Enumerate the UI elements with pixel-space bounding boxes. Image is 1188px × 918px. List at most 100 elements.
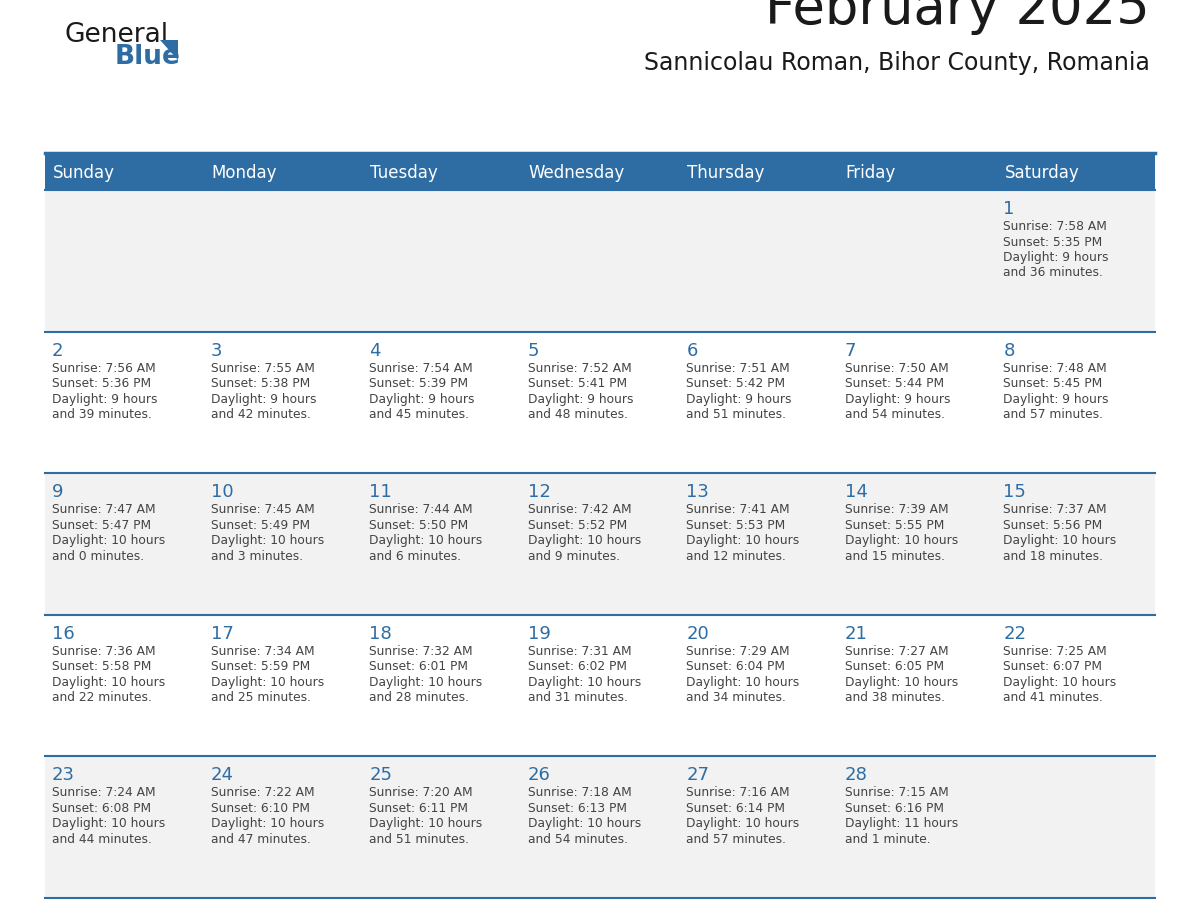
Text: and 6 minutes.: and 6 minutes. [369,550,461,563]
Bar [45,190,1155,331]
Text: Daylight: 10 hours: Daylight: 10 hours [527,534,642,547]
Text: Daylight: 11 hours: Daylight: 11 hours [845,817,958,831]
Text: Sunrise: 7:37 AM: Sunrise: 7:37 AM [1004,503,1107,516]
Text: Sunset: 5:42 PM: Sunset: 5:42 PM [687,377,785,390]
Bar [45,615,1155,756]
Text: Sunrise: 7:34 AM: Sunrise: 7:34 AM [210,644,314,658]
Text: and 15 minutes.: and 15 minutes. [845,550,944,563]
Text: Sunset: 5:52 PM: Sunset: 5:52 PM [527,519,627,532]
Text: Tuesday: Tuesday [371,163,438,182]
Text: and 54 minutes.: and 54 minutes. [845,409,944,421]
Text: Sunrise: 7:24 AM: Sunrise: 7:24 AM [52,787,156,800]
Bar [45,331,1155,473]
Text: 19: 19 [527,625,550,643]
Text: Daylight: 10 hours: Daylight: 10 hours [369,676,482,688]
Text: Daylight: 10 hours: Daylight: 10 hours [52,534,165,547]
Text: Sunset: 5:39 PM: Sunset: 5:39 PM [369,377,468,390]
Text: Sunrise: 7:41 AM: Sunrise: 7:41 AM [687,503,790,516]
Text: Sunrise: 7:36 AM: Sunrise: 7:36 AM [52,644,156,658]
Text: 2: 2 [52,341,63,360]
Text: Daylight: 10 hours: Daylight: 10 hours [687,534,800,547]
Text: Sunrise: 7:58 AM: Sunrise: 7:58 AM [1004,220,1107,233]
Text: 23: 23 [52,767,75,784]
Text: Sunrise: 7:52 AM: Sunrise: 7:52 AM [527,362,632,375]
Text: Daylight: 10 hours: Daylight: 10 hours [1004,534,1117,547]
Bar [45,756,1155,898]
Text: Sunset: 5:59 PM: Sunset: 5:59 PM [210,660,310,673]
Text: and 39 minutes.: and 39 minutes. [52,409,152,421]
Text: and 18 minutes.: and 18 minutes. [1004,550,1104,563]
Text: Daylight: 9 hours: Daylight: 9 hours [210,393,316,406]
Text: Friday: Friday [846,163,896,182]
Text: Sunrise: 7:15 AM: Sunrise: 7:15 AM [845,787,948,800]
Text: Sunset: 5:55 PM: Sunset: 5:55 PM [845,519,944,532]
Text: 9: 9 [52,483,63,501]
Text: and 57 minutes.: and 57 minutes. [1004,409,1104,421]
Text: Saturday: Saturday [1004,163,1079,182]
Text: Sunrise: 7:51 AM: Sunrise: 7:51 AM [687,362,790,375]
Text: Sunrise: 7:54 AM: Sunrise: 7:54 AM [369,362,473,375]
Text: Sunrise: 7:18 AM: Sunrise: 7:18 AM [527,787,632,800]
Text: and 48 minutes.: and 48 minutes. [527,409,627,421]
Text: Daylight: 10 hours: Daylight: 10 hours [845,676,958,688]
Text: Sunset: 5:44 PM: Sunset: 5:44 PM [845,377,944,390]
Text: 21: 21 [845,625,867,643]
Text: Daylight: 10 hours: Daylight: 10 hours [1004,676,1117,688]
Text: 17: 17 [210,625,234,643]
Text: Sunset: 5:58 PM: Sunset: 5:58 PM [52,660,151,673]
Text: 20: 20 [687,625,709,643]
Text: 25: 25 [369,767,392,784]
Text: Daylight: 9 hours: Daylight: 9 hours [369,393,475,406]
Text: 1: 1 [1004,200,1015,218]
Text: and 31 minutes.: and 31 minutes. [527,691,627,704]
Text: February 2025: February 2025 [765,0,1150,35]
Text: Sunset: 6:02 PM: Sunset: 6:02 PM [527,660,627,673]
Text: Sunrise: 7:20 AM: Sunrise: 7:20 AM [369,787,473,800]
Text: Sunset: 6:07 PM: Sunset: 6:07 PM [1004,660,1102,673]
Text: Daylight: 10 hours: Daylight: 10 hours [527,676,642,688]
Text: 4: 4 [369,341,380,360]
Text: Daylight: 9 hours: Daylight: 9 hours [1004,251,1108,264]
Text: Sunrise: 7:32 AM: Sunrise: 7:32 AM [369,644,473,658]
Text: and 41 minutes.: and 41 minutes. [1004,691,1104,704]
Text: Daylight: 10 hours: Daylight: 10 hours [52,676,165,688]
Text: Sunset: 6:01 PM: Sunset: 6:01 PM [369,660,468,673]
Text: and 38 minutes.: and 38 minutes. [845,691,944,704]
Text: 6: 6 [687,341,697,360]
Text: Sunrise: 7:42 AM: Sunrise: 7:42 AM [527,503,631,516]
Text: Sunrise: 7:16 AM: Sunrise: 7:16 AM [687,787,790,800]
Text: General: General [65,22,169,48]
Bar [45,155,1155,190]
Text: and 36 minutes.: and 36 minutes. [1004,266,1104,279]
Text: Sunrise: 7:44 AM: Sunrise: 7:44 AM [369,503,473,516]
Text: and 28 minutes.: and 28 minutes. [369,691,469,704]
Text: 7: 7 [845,341,857,360]
Polygon shape [160,40,178,60]
Text: 15: 15 [1004,483,1026,501]
Text: Sunset: 6:14 PM: Sunset: 6:14 PM [687,802,785,815]
Text: 3: 3 [210,341,222,360]
Text: 22: 22 [1004,625,1026,643]
Text: Sunset: 6:13 PM: Sunset: 6:13 PM [527,802,627,815]
Text: Daylight: 10 hours: Daylight: 10 hours [527,817,642,831]
Text: Sunset: 5:49 PM: Sunset: 5:49 PM [210,519,310,532]
Text: 27: 27 [687,767,709,784]
Text: Daylight: 10 hours: Daylight: 10 hours [210,817,324,831]
Text: and 45 minutes.: and 45 minutes. [369,409,469,421]
Text: Wednesday: Wednesday [529,163,625,182]
Text: 18: 18 [369,625,392,643]
Text: Sunrise: 7:39 AM: Sunrise: 7:39 AM [845,503,948,516]
Text: 28: 28 [845,767,867,784]
Text: Sunset: 6:05 PM: Sunset: 6:05 PM [845,660,944,673]
Text: Daylight: 10 hours: Daylight: 10 hours [845,534,958,547]
Text: Sunrise: 7:55 AM: Sunrise: 7:55 AM [210,362,315,375]
Text: Daylight: 10 hours: Daylight: 10 hours [369,534,482,547]
Text: 14: 14 [845,483,867,501]
Text: Sunset: 6:16 PM: Sunset: 6:16 PM [845,802,943,815]
Text: Sunrise: 7:27 AM: Sunrise: 7:27 AM [845,644,948,658]
Text: Sunday: Sunday [53,163,115,182]
Text: 13: 13 [687,483,709,501]
Text: 16: 16 [52,625,75,643]
Text: Sunrise: 7:25 AM: Sunrise: 7:25 AM [1004,644,1107,658]
Text: Sunset: 6:10 PM: Sunset: 6:10 PM [210,802,310,815]
